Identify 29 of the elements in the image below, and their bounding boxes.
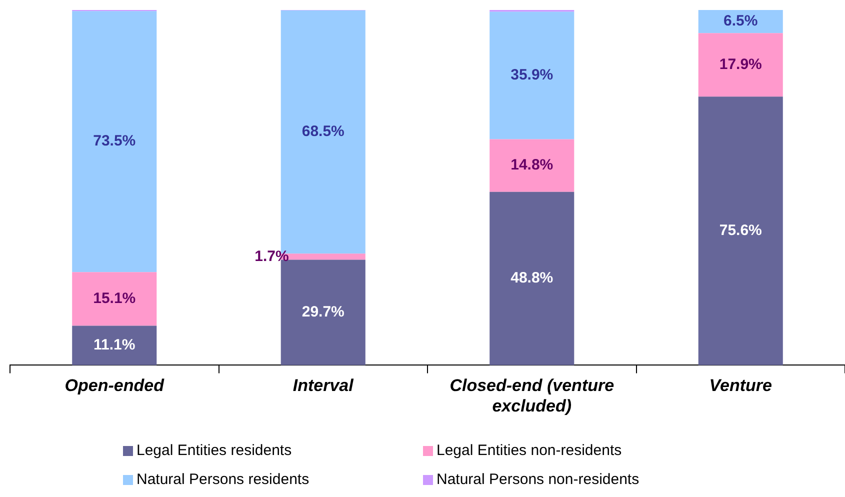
data-label: 73.5% bbox=[93, 132, 136, 150]
data-label: 15.1% bbox=[93, 290, 136, 308]
data-label: 35.9% bbox=[510, 66, 554, 84]
data-label: 6.5% bbox=[724, 12, 758, 30]
x-tick-label: Interval bbox=[292, 376, 355, 396]
data-label: 1.7% bbox=[254, 248, 289, 265]
data-label: 14.8% bbox=[510, 156, 554, 174]
data-label: 17.9% bbox=[719, 56, 762, 74]
data-label: 68.5% bbox=[302, 123, 344, 140]
x-tick-label: Venture bbox=[709, 376, 772, 396]
bar bbox=[280, 260, 366, 366]
legend-label: Legal Entities non-residents bbox=[436, 442, 622, 459]
x-tick-label: Closed-end (venture excluded) bbox=[450, 376, 614, 416]
bar bbox=[72, 272, 157, 326]
legend-label: Legal Entities residents bbox=[136, 442, 292, 459]
bar bbox=[490, 139, 574, 192]
data-label: 11.1% bbox=[94, 336, 136, 354]
data-label: 29.7% bbox=[302, 304, 344, 321]
data-label: 48.8% bbox=[510, 270, 554, 287]
legend-label: Natural Persons non-residents bbox=[436, 471, 640, 488]
bar bbox=[698, 96, 783, 366]
bar bbox=[490, 192, 574, 366]
bar bbox=[72, 326, 157, 366]
bar bbox=[698, 33, 783, 97]
bar bbox=[72, 11, 157, 272]
data-label: 75.6% bbox=[719, 222, 762, 240]
x-tick-label: Open-ended bbox=[64, 376, 165, 396]
bar bbox=[490, 12, 574, 140]
legend-label: Natural Persons residents bbox=[136, 471, 310, 488]
